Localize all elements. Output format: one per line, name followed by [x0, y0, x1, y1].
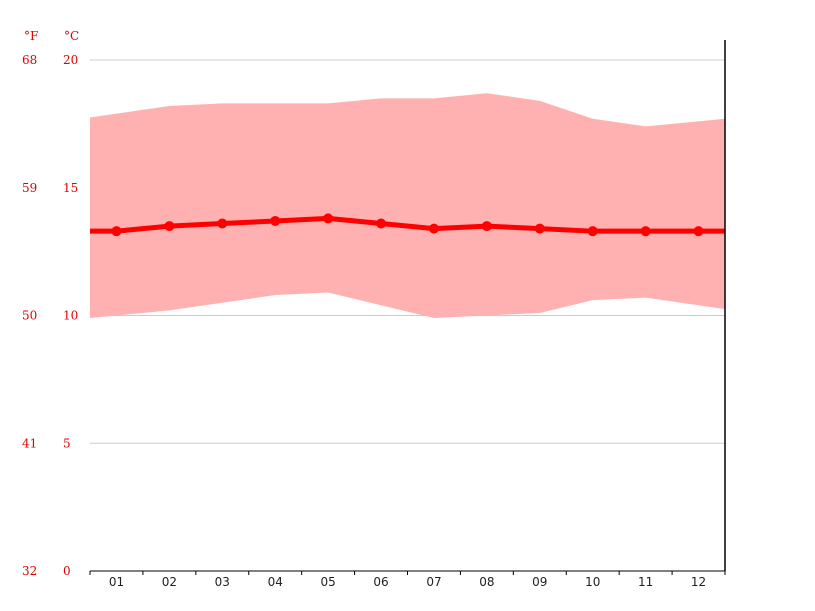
average-point-02	[164, 221, 175, 232]
x-tick-label-08: 08	[479, 575, 494, 589]
x-tick-label-11: 11	[638, 575, 653, 589]
average-point-01	[111, 226, 122, 237]
average-temperature-line	[90, 215, 725, 234]
x-tick-label-05: 05	[320, 575, 335, 589]
average-point-09	[534, 223, 545, 234]
average-point-04	[270, 215, 281, 226]
x-tick-label-06: 06	[373, 575, 388, 589]
y-tick-label-f: 50	[22, 309, 37, 323]
x-tick-label-12: 12	[691, 575, 706, 589]
y-tick-label-c: 10	[63, 309, 78, 323]
x-tick-label-10: 10	[585, 575, 600, 589]
average-point-05	[323, 213, 334, 224]
x-tick-label-02: 02	[162, 575, 177, 589]
average-point-11	[640, 226, 651, 237]
y-tick-label-f: 68	[22, 53, 37, 67]
unit-label-celsius: °C	[64, 29, 79, 43]
temperature-range-area	[90, 93, 725, 319]
y-tick-label-c: 0	[63, 564, 71, 578]
min-max-band	[90, 93, 725, 319]
average-point-03	[217, 218, 228, 229]
average-point-08	[481, 221, 492, 232]
y-tick-label-c: 5	[63, 436, 71, 450]
tick-labels: 32 0 41 5 50 10 59 15 68 20 01 02 03 04 05 06 07 08 09 10 11…	[22, 53, 706, 589]
y-tick-label-c: 20	[63, 53, 78, 67]
y-tick-label-c: 15	[63, 181, 78, 195]
y-tick-label-f: 59	[22, 181, 37, 195]
average-line	[90, 213, 725, 237]
x-tick-label-09: 09	[532, 575, 547, 589]
x-tick-label-03: 03	[215, 575, 230, 589]
unit-label-fahrenheit: °F	[24, 29, 38, 43]
average-point-06	[376, 218, 387, 229]
y-tick-label-f: 32	[22, 564, 37, 578]
average-point-10	[587, 226, 598, 237]
x-tick-label-01: 01	[109, 575, 124, 589]
average-point-07	[428, 223, 439, 234]
x-tick-label-04: 04	[268, 575, 283, 589]
y-tick-label-f: 41	[22, 436, 37, 450]
x-tick-label-07: 07	[426, 575, 441, 589]
axes	[89, 40, 726, 575]
average-point-12	[693, 226, 704, 237]
